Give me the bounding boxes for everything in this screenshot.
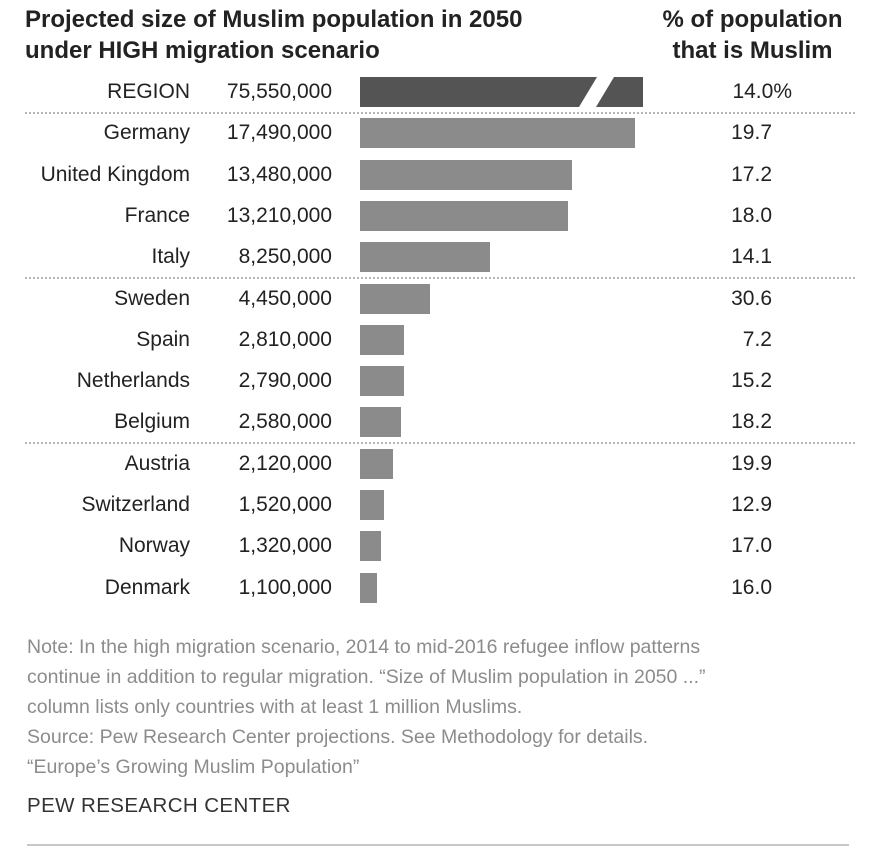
region-percent-label: 14.0% xyxy=(732,80,792,103)
row-group-divider xyxy=(25,111,855,114)
region-bar xyxy=(360,77,643,107)
country-percent-label: 19.9 xyxy=(731,451,772,475)
country-label: Denmark xyxy=(104,575,190,599)
country-label: United Kingdom xyxy=(40,162,190,186)
country-value-label: 13,480,000 xyxy=(226,162,332,186)
country-percent-label: 18.0 xyxy=(731,203,772,227)
country-label: Germany xyxy=(103,121,190,145)
country-value-label: 2,580,000 xyxy=(238,410,332,434)
country-value-label: 17,490,000 xyxy=(226,121,332,145)
country-label: France xyxy=(124,203,190,227)
country-label: Norway xyxy=(118,534,190,558)
country-bar xyxy=(360,283,430,314)
region-bar-break-segment xyxy=(596,77,643,107)
country-percent-label: 30.6 xyxy=(731,286,772,310)
country-bar xyxy=(360,324,404,355)
region-label: REGION xyxy=(107,80,190,103)
chart-note: Note: In the high migration scenario, 20… xyxy=(27,632,847,782)
note-line: Note: In the high migration scenario, 20… xyxy=(27,636,701,658)
country-percent-label: 17.2 xyxy=(731,162,772,186)
country-percent-label: 18.2 xyxy=(731,410,772,434)
source-line: Source: Pew Research Center projections.… xyxy=(27,726,649,748)
bottom-divider xyxy=(27,844,849,846)
percent-column-title-line-2: that is Muslim xyxy=(672,37,833,64)
chart-title: Projected size of Muslim population in 2… xyxy=(25,4,625,66)
row-group-divider xyxy=(25,442,855,445)
country-bar xyxy=(360,200,568,231)
country-value-label: 4,450,000 xyxy=(238,286,332,310)
chart-title-line-2: under HIGH migration scenario xyxy=(25,37,380,64)
country-bar xyxy=(360,572,377,603)
percent-column-title-line-1: % of population xyxy=(662,6,843,33)
note-line: continue in addition to regular migratio… xyxy=(27,666,706,688)
country-value-label: 8,250,000 xyxy=(238,245,332,269)
country-percent-label: 16.0 xyxy=(731,575,772,599)
country-bar xyxy=(360,448,393,479)
country-value-label: 2,120,000 xyxy=(238,451,332,475)
country-label: Italy xyxy=(151,245,190,269)
country-label: Spain xyxy=(136,327,190,351)
region-value-label: 75,550,000 xyxy=(226,80,332,103)
pew-research-center-brand: PEW RESEARCH CENTER xyxy=(27,794,291,817)
region-bar-segment xyxy=(360,77,597,107)
country-value-label: 1,100,000 xyxy=(238,575,332,599)
country-label: Switzerland xyxy=(81,493,190,516)
country-bar xyxy=(360,531,381,562)
country-percent-label: 14.1 xyxy=(731,245,772,269)
country-bar xyxy=(360,490,384,520)
percent-column-title: % of population that is Muslim xyxy=(650,4,855,66)
row-group-divider xyxy=(25,276,855,279)
country-bar xyxy=(360,407,401,438)
country-label: Belgium xyxy=(114,410,190,434)
bar-chart: REGION 75,550,000 14.0% Germany 17,490,000 19… xyxy=(0,70,890,610)
report-title-line: “Europe’s Growing Muslim Population” xyxy=(27,756,360,778)
country-label: Austria xyxy=(124,451,190,475)
country-bar xyxy=(360,159,572,190)
country-percent-label: 7.2 xyxy=(742,327,772,351)
country-value-label: 1,520,000 xyxy=(238,493,332,516)
country-value-label: 13,210,000 xyxy=(226,203,332,227)
country-bar xyxy=(360,366,404,397)
country-value-label: 1,320,000 xyxy=(238,534,332,558)
country-value-label: 2,790,000 xyxy=(238,369,332,393)
country-value-label: 2,810,000 xyxy=(238,327,332,351)
country-bar xyxy=(360,118,635,149)
country-percent-label: 12.9 xyxy=(731,493,772,516)
note-line: column lists only countries with at leas… xyxy=(27,696,523,718)
country-bar xyxy=(360,242,490,273)
chart-title-line-1: Projected size of Muslim population in 2… xyxy=(25,6,523,33)
country-percent-label: 15.2 xyxy=(731,369,772,393)
country-percent-label: 19.7 xyxy=(731,121,772,145)
country-percent-label: 17.0 xyxy=(731,534,772,558)
country-label: Sweden xyxy=(114,286,190,310)
country-label: Netherlands xyxy=(76,369,190,393)
